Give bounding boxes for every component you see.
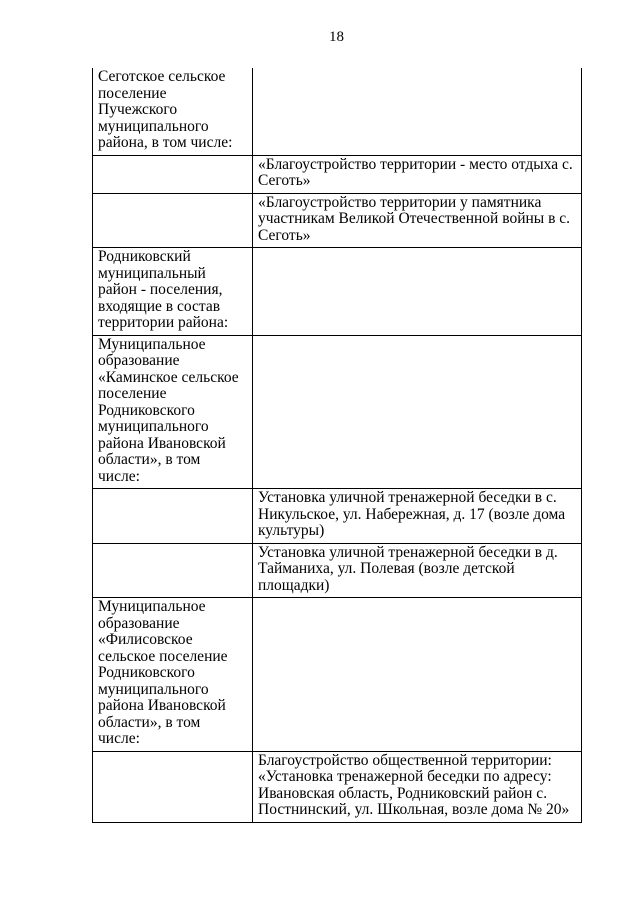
table-row: Муниципальное образование «Каминское сел… <box>92 334 582 489</box>
municipality-cell <box>92 154 253 194</box>
table-row: «Благоустройство территории у памятника … <box>92 192 582 248</box>
municipality-cell: Сеготское сельское поселение Пучежского … <box>92 68 253 156</box>
project-cell <box>252 68 582 156</box>
table-row: Сеготское сельское поселение Пучежского … <box>92 68 582 156</box>
municipality-cell: Муниципальное образование «Каминское сел… <box>92 334 253 489</box>
project-cell: Установка уличной тренажерной беседки в … <box>252 542 582 598</box>
municipality-cell <box>92 488 253 544</box>
municipality-cell: Муниципальное образование «Филисовское с… <box>92 597 253 752</box>
project-cell <box>252 247 582 336</box>
project-cell <box>252 597 582 752</box>
municipality-cell <box>92 192 253 248</box>
table-row: «Благоустройство территории - место отды… <box>92 154 582 194</box>
table-row: Установка уличной тренажерной беседки в … <box>92 542 582 598</box>
document-page: 18 Сеготское сельское поселение Пучежско… <box>92 28 582 823</box>
project-cell: «Благоустройство территории - место отды… <box>252 154 582 194</box>
project-cell: «Благоустройство территории у памятника … <box>252 192 582 248</box>
page-number: 18 <box>329 29 344 45</box>
project-cell: Установка уличной тренажерной беседки в … <box>252 488 582 544</box>
table-body: Сеготское сельское поселение Пучежского … <box>92 68 582 823</box>
table-row: Благоустройство общественной территории:… <box>92 750 582 823</box>
municipality-cell <box>92 750 253 823</box>
municipality-cell: Родниковский муниципальный район - посел… <box>92 247 253 336</box>
table-row: Установка уличной тренажерной беседки в … <box>92 488 582 544</box>
project-cell: Благоустройство общественной территории:… <box>252 750 582 823</box>
project-cell <box>252 334 582 489</box>
municipal-projects-table: Сеготское сельское поселение Пучежского … <box>92 68 582 823</box>
table-row: Родниковский муниципальный район - посел… <box>92 247 582 336</box>
table-row: Муниципальное образование «Филисовское с… <box>92 597 582 752</box>
municipality-cell <box>92 542 253 598</box>
